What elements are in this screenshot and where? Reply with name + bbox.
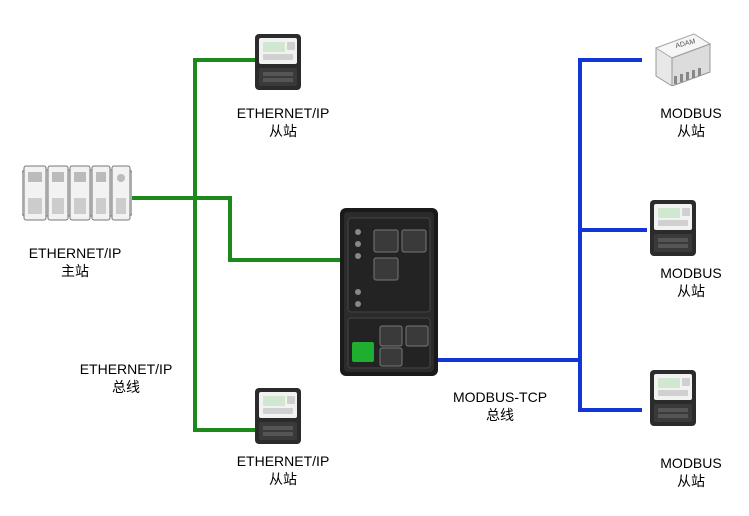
eip-slave-top-label-line1: ETHERNET/IP <box>237 104 330 122</box>
modbus-slave-top-device: ADAM <box>652 30 712 91</box>
eip-slave-top-label-line2: 从站 <box>237 122 330 140</box>
plc-master-device <box>22 162 132 229</box>
modbus-slave-bot-label-line1: MODBUS <box>660 454 721 472</box>
eip-slave-bottom-label: ETHERNET/IP 从站 <box>237 452 330 488</box>
modbus-slave-mid-device <box>650 200 696 261</box>
right-bus-label-line1: MODBUS-TCP <box>453 388 547 406</box>
right-bus-label: MODBUS-TCP 总线 <box>453 388 547 424</box>
eip-slave-top-label: ETHERNET/IP 从站 <box>237 104 330 140</box>
left-bus-label-line1: ETHERNET/IP <box>80 360 173 378</box>
gateway-device <box>340 208 438 381</box>
modbus-slave-bot-label: MODBUS 从站 <box>660 454 721 490</box>
eip-slave-bottom-device <box>255 388 301 449</box>
modbus-slave-mid-label-line1: MODBUS <box>660 264 721 282</box>
left-bus-label-line2: 总线 <box>80 378 173 396</box>
right-bus-label-line2: 总线 <box>453 406 547 424</box>
left-bus-label: ETHERNET/IP 总线 <box>80 360 173 396</box>
modbus-slave-top-label: MODBUS 从站 <box>660 104 721 140</box>
plc-master-label-line1: ETHERNET/IP <box>29 244 122 262</box>
modbus-slave-bot-label-line2: 从站 <box>660 472 721 490</box>
modbus-slave-bot-device <box>650 370 696 431</box>
modbus-slave-mid-label: MODBUS 从站 <box>660 264 721 300</box>
plc-master-label: ETHERNET/IP 主站 <box>29 244 122 280</box>
eip-slave-bottom-label-line2: 从站 <box>237 470 330 488</box>
modbus-slave-mid-label-line2: 从站 <box>660 282 721 300</box>
eip-slave-bottom-label-line1: ETHERNET/IP <box>237 452 330 470</box>
modbus-slave-top-label-line1: MODBUS <box>660 104 721 122</box>
modbus-slave-top-label-line2: 从站 <box>660 122 721 140</box>
plc-master-label-line2: 主站 <box>29 262 122 280</box>
eip-slave-top-device <box>255 34 301 95</box>
